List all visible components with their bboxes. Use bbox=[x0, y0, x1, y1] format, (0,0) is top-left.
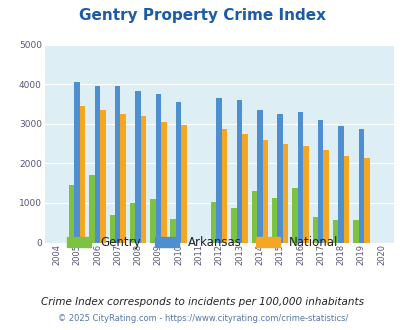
Bar bbox=[120, 114, 126, 243]
Bar bbox=[94, 86, 100, 243]
Bar bbox=[242, 134, 247, 243]
Bar bbox=[343, 156, 348, 243]
Bar bbox=[251, 191, 256, 243]
Bar bbox=[271, 198, 277, 243]
Bar bbox=[262, 140, 267, 243]
Bar bbox=[69, 185, 74, 243]
Bar bbox=[363, 158, 369, 243]
Bar bbox=[352, 219, 358, 243]
Bar bbox=[282, 144, 288, 243]
Bar bbox=[317, 120, 323, 243]
Bar bbox=[141, 116, 146, 243]
Bar bbox=[74, 82, 80, 243]
Bar bbox=[277, 114, 282, 243]
Bar bbox=[332, 220, 337, 243]
Bar bbox=[115, 86, 120, 243]
Bar bbox=[297, 112, 303, 243]
Bar bbox=[256, 110, 262, 243]
Bar bbox=[80, 106, 85, 243]
Bar bbox=[216, 98, 222, 243]
Text: Gentry Property Crime Index: Gentry Property Crime Index bbox=[79, 8, 326, 23]
Bar bbox=[312, 217, 317, 243]
Bar bbox=[181, 125, 186, 243]
Bar bbox=[100, 110, 105, 243]
Bar bbox=[150, 199, 155, 243]
Bar bbox=[130, 203, 135, 243]
Bar bbox=[135, 91, 141, 243]
Bar bbox=[155, 94, 161, 243]
Bar bbox=[231, 208, 236, 243]
Bar bbox=[89, 175, 94, 243]
Bar bbox=[161, 122, 166, 243]
Text: Crime Index corresponds to incidents per 100,000 inhabitants: Crime Index corresponds to incidents per… bbox=[41, 297, 364, 307]
Bar bbox=[175, 102, 181, 243]
Bar bbox=[236, 100, 242, 243]
Bar bbox=[109, 215, 115, 243]
Bar bbox=[292, 188, 297, 243]
Bar bbox=[222, 129, 227, 243]
Bar bbox=[323, 150, 328, 243]
Bar bbox=[358, 128, 363, 243]
Legend: Gentry, Arkansas, National: Gentry, Arkansas, National bbox=[65, 234, 340, 251]
Bar bbox=[303, 146, 308, 243]
Bar bbox=[211, 202, 216, 243]
Text: © 2025 CityRating.com - https://www.cityrating.com/crime-statistics/: © 2025 CityRating.com - https://www.city… bbox=[58, 314, 347, 323]
Bar bbox=[337, 126, 343, 243]
Bar bbox=[170, 219, 175, 243]
